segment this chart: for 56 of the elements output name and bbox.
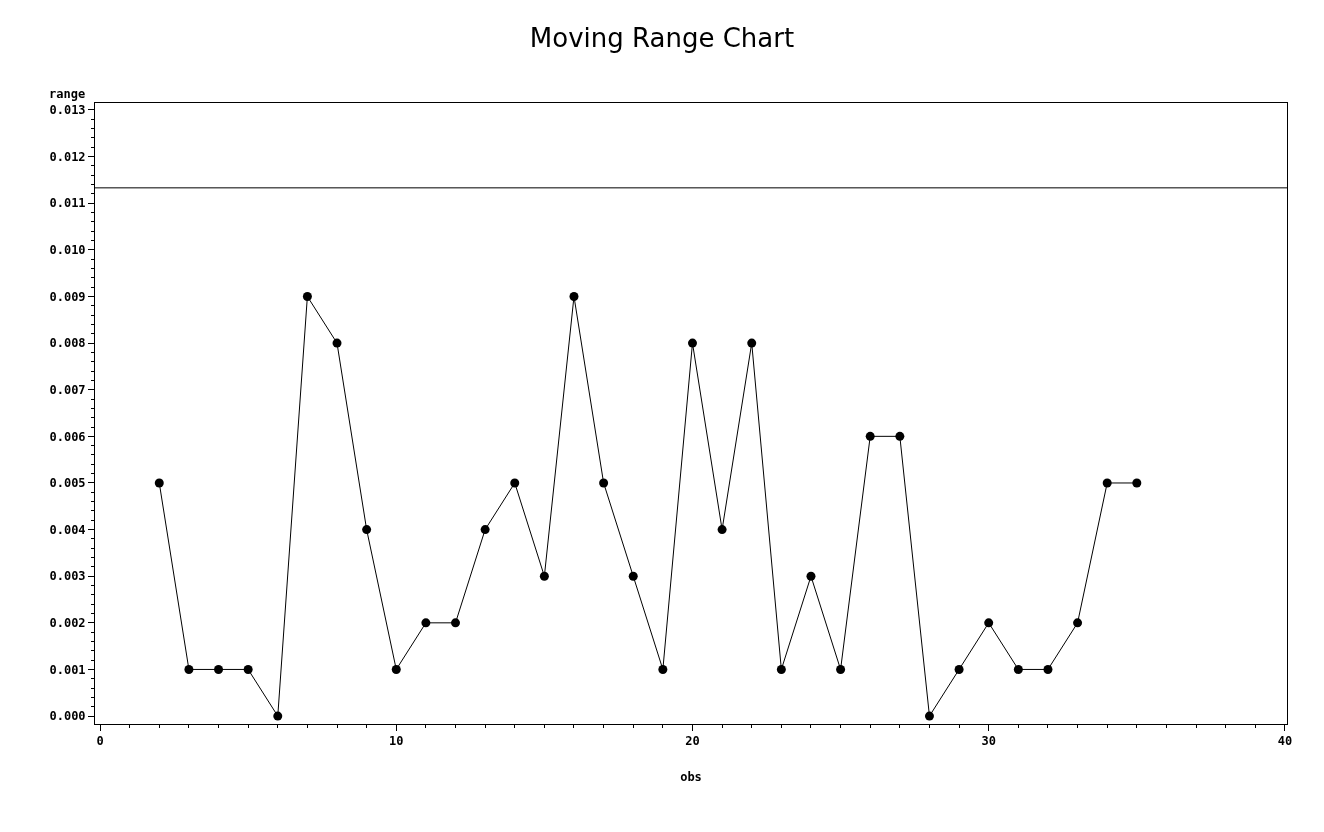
y-tick-label: 0.012: [49, 149, 86, 164]
point: [658, 664, 668, 674]
point: [154, 478, 164, 488]
x-tick-label: 30: [981, 734, 996, 749]
point: [480, 525, 490, 535]
point: [510, 478, 520, 488]
point: [332, 338, 342, 348]
point: [687, 338, 697, 348]
y-tick-label: 0.013: [49, 103, 86, 118]
point: [539, 571, 549, 581]
point: [214, 664, 224, 674]
y-tick-label: 0.002: [49, 616, 86, 631]
point: [273, 711, 283, 721]
point: [717, 525, 727, 535]
x-tick-label: 0: [96, 734, 104, 749]
y-tick-label: 0.004: [49, 522, 86, 537]
point: [1073, 618, 1083, 628]
point: [865, 431, 875, 441]
point: [184, 664, 194, 674]
y-tick-label: 0.010: [49, 243, 86, 258]
point: [806, 571, 816, 581]
point: [451, 618, 460, 628]
point: [1102, 478, 1112, 488]
chart-title: Moving Range Chart: [529, 22, 795, 53]
point: [895, 431, 905, 441]
y-tick-label: 0.009: [49, 289, 86, 304]
point: [954, 664, 964, 674]
x-tick-label: 40: [1277, 734, 1293, 749]
y-tick-label: 0.005: [49, 476, 86, 491]
point: [1132, 478, 1142, 488]
x-tick-label: 20: [685, 734, 700, 749]
y-tick-label: 0.003: [49, 569, 86, 584]
point: [362, 525, 372, 535]
point: [243, 664, 253, 674]
point: [1043, 664, 1053, 674]
point: [569, 291, 579, 301]
point: [747, 338, 757, 348]
point: [599, 478, 609, 488]
point: [1013, 664, 1023, 674]
point: [836, 664, 846, 674]
point: [776, 664, 786, 674]
point: [302, 291, 312, 301]
y-tick-label: 0.006: [49, 429, 86, 444]
point: [391, 664, 401, 674]
y-tick-label: 0.000: [49, 709, 86, 724]
point: [421, 618, 431, 628]
y-axis-title: range: [49, 87, 86, 101]
y-tick-label: 0.001: [49, 662, 86, 677]
point: [984, 618, 994, 628]
y-tick-label: 0.008: [49, 336, 86, 351]
y-tick-label: 0.007: [49, 382, 86, 397]
y-tick-label: 0.011: [49, 196, 86, 211]
x-axis-title: obs: [680, 770, 702, 785]
point: [628, 571, 638, 581]
point: [924, 711, 934, 721]
x-tick-label: 10: [389, 734, 404, 749]
